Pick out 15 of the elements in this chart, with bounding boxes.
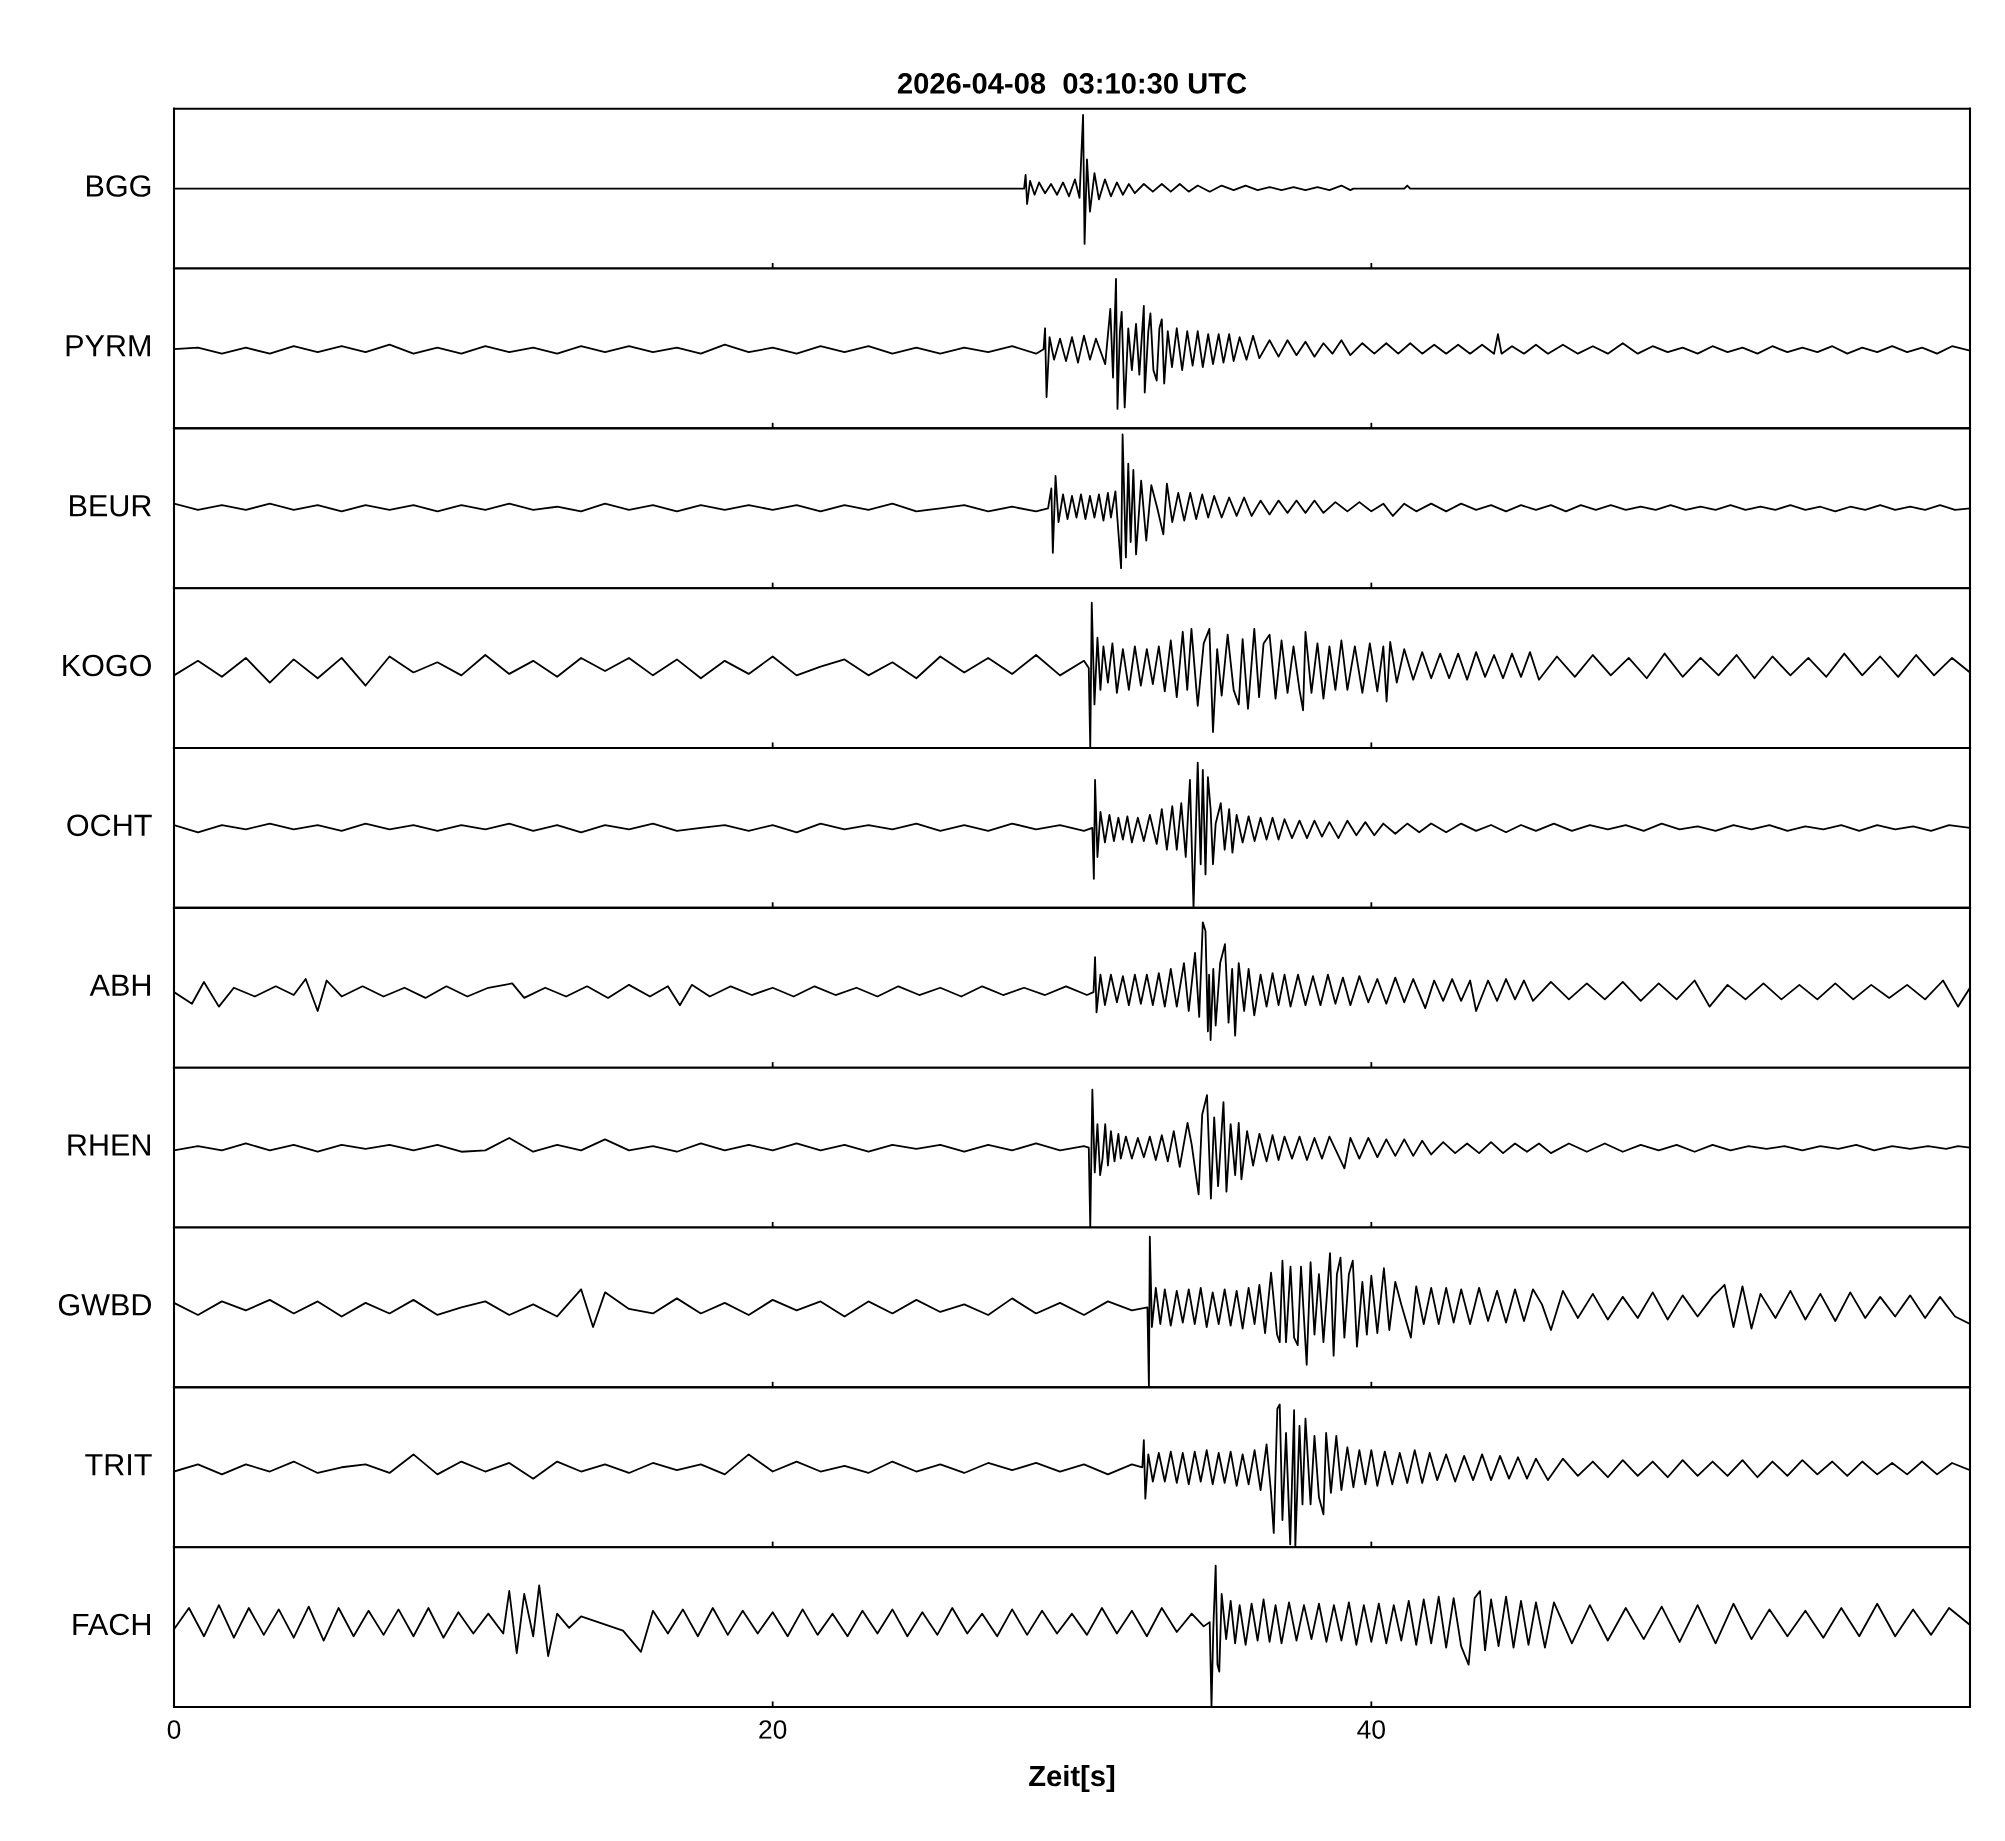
- y-axis-title: FACH: [73, 1613, 150, 1636]
- y-axis-title: RHEN: [68, 1134, 150, 1156]
- y-axis-title: PYRM: [66, 335, 150, 357]
- y-axis-title: GWBD: [58, 1293, 151, 1316]
- y-axis-title: TRIT: [85, 1454, 152, 1476]
- y-axis-title: BGG: [87, 175, 151, 197]
- chart-title: 2026-04-08 03:10:30 UTC: [897, 73, 1247, 94]
- x-tick-label: 0: [167, 1720, 181, 1739]
- x-tick-label: 20: [759, 1720, 787, 1739]
- x-axis-title: Zeit[s]: [1029, 1764, 1115, 1793]
- y-axis-title: OCHT: [67, 814, 152, 837]
- y-axis-title: BEUR: [70, 495, 152, 517]
- x-tick-label: 40: [1357, 1720, 1385, 1739]
- y-axis-title: KOGO: [63, 654, 151, 677]
- y-axis-title: ABH: [89, 974, 150, 996]
